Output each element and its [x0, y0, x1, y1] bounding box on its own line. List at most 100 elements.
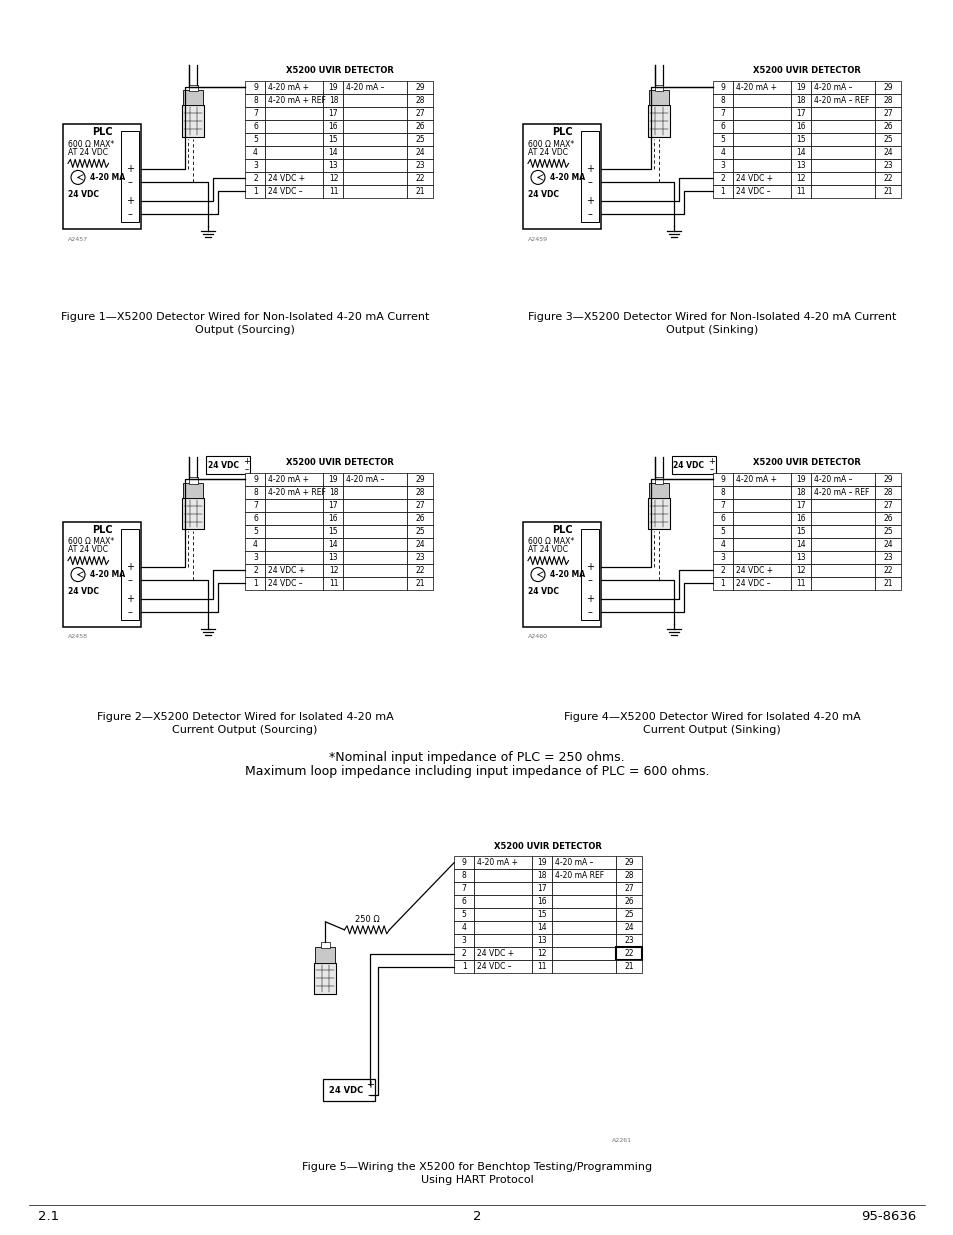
- Bar: [790, 159, 810, 172]
- Text: 4-20 mA – REF: 4-20 mA – REF: [813, 96, 868, 105]
- Text: 6: 6: [253, 514, 257, 522]
- Text: X5200 UVIR DETECTOR: X5200 UVIR DETECTOR: [285, 458, 393, 467]
- Bar: [712, 525, 732, 537]
- Bar: [189, 85, 197, 91]
- Bar: [407, 551, 433, 563]
- Bar: [874, 120, 900, 133]
- Text: 4-20 mA –: 4-20 mA –: [555, 858, 593, 867]
- Bar: [532, 947, 552, 960]
- Bar: [182, 498, 204, 530]
- Text: 5: 5: [461, 910, 466, 919]
- Bar: [407, 120, 433, 133]
- Text: 7: 7: [253, 500, 257, 510]
- Bar: [712, 473, 732, 485]
- Bar: [732, 499, 790, 511]
- Bar: [732, 563, 790, 577]
- Bar: [874, 563, 900, 577]
- Text: Output (Sinking): Output (Sinking): [665, 325, 758, 335]
- Bar: [712, 563, 732, 577]
- Bar: [407, 172, 433, 185]
- Bar: [265, 537, 323, 551]
- Text: 4-20 mA REF: 4-20 mA REF: [555, 871, 603, 881]
- Text: 22: 22: [623, 950, 633, 958]
- Bar: [265, 499, 323, 511]
- Bar: [810, 82, 874, 94]
- Bar: [343, 563, 407, 577]
- Bar: [265, 525, 323, 537]
- Bar: [552, 895, 616, 908]
- Bar: [810, 537, 874, 551]
- Text: 4-20 mA +: 4-20 mA +: [268, 83, 309, 91]
- Text: 12: 12: [329, 566, 338, 574]
- Bar: [874, 537, 900, 551]
- Bar: [245, 159, 265, 172]
- Bar: [732, 133, 790, 146]
- Text: 29: 29: [416, 474, 425, 484]
- Text: 600 Ω MAX*: 600 Ω MAX*: [527, 537, 574, 546]
- Bar: [648, 483, 668, 498]
- Bar: [183, 90, 203, 105]
- Text: 24 VDC: 24 VDC: [208, 461, 238, 469]
- Text: 95-8636: 95-8636: [860, 1210, 915, 1224]
- Text: A2457: A2457: [68, 237, 88, 242]
- Bar: [323, 537, 343, 551]
- Text: 2: 2: [473, 1210, 480, 1224]
- Text: 13: 13: [329, 161, 338, 170]
- Text: 2: 2: [253, 174, 257, 183]
- Bar: [183, 483, 203, 498]
- Text: 26: 26: [623, 897, 633, 906]
- Bar: [790, 120, 810, 133]
- Text: PLC: PLC: [91, 127, 112, 137]
- Bar: [522, 125, 600, 230]
- Bar: [810, 551, 874, 563]
- Bar: [245, 537, 265, 551]
- Text: –: –: [128, 178, 132, 188]
- Bar: [810, 485, 874, 499]
- Bar: [712, 577, 732, 589]
- Bar: [474, 882, 532, 895]
- Text: 17: 17: [796, 500, 805, 510]
- Bar: [343, 133, 407, 146]
- Text: +: +: [585, 164, 594, 174]
- Bar: [343, 172, 407, 185]
- Bar: [322, 1079, 375, 1102]
- Text: 11: 11: [796, 186, 805, 196]
- Bar: [732, 94, 790, 107]
- Bar: [407, 577, 433, 589]
- Text: 15: 15: [329, 135, 338, 144]
- Text: 21: 21: [882, 186, 892, 196]
- Text: 11: 11: [329, 186, 338, 196]
- Bar: [265, 473, 323, 485]
- Bar: [343, 551, 407, 563]
- Text: Figure 5—Wiring the X5200 for Benchtop Testing/Programming: Figure 5—Wiring the X5200 for Benchtop T…: [301, 1162, 652, 1172]
- Text: A2458: A2458: [68, 634, 88, 638]
- Text: 24 VDC: 24 VDC: [68, 190, 99, 199]
- Bar: [647, 105, 669, 137]
- Bar: [407, 499, 433, 511]
- Bar: [454, 934, 474, 947]
- Bar: [712, 499, 732, 511]
- Bar: [474, 934, 532, 947]
- Text: 600 Ω MAX*: 600 Ω MAX*: [68, 537, 114, 546]
- Bar: [265, 551, 323, 563]
- Text: 18: 18: [796, 96, 805, 105]
- Bar: [323, 485, 343, 499]
- Bar: [712, 120, 732, 133]
- Bar: [407, 511, 433, 525]
- Bar: [532, 960, 552, 973]
- Bar: [810, 185, 874, 198]
- Bar: [810, 94, 874, 107]
- Bar: [732, 485, 790, 499]
- Bar: [121, 131, 139, 222]
- Bar: [245, 185, 265, 198]
- Bar: [810, 525, 874, 537]
- Text: 14: 14: [329, 540, 338, 548]
- Text: 24 VDC: 24 VDC: [329, 1086, 362, 1094]
- Bar: [810, 473, 874, 485]
- Bar: [407, 82, 433, 94]
- Text: +: +: [126, 594, 133, 604]
- Bar: [616, 921, 641, 934]
- Bar: [552, 856, 616, 869]
- Bar: [407, 133, 433, 146]
- Text: 4-20 MA: 4-20 MA: [90, 571, 125, 579]
